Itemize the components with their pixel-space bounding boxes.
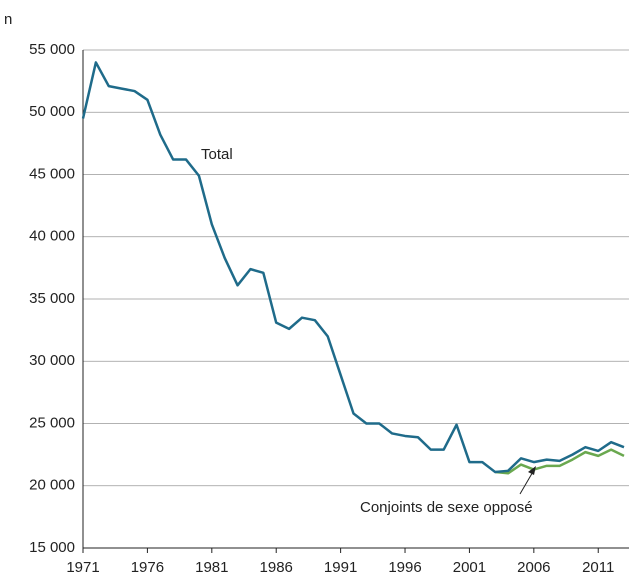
y-tick-label: 35 000 bbox=[29, 290, 75, 307]
y-tick-label: 45 000 bbox=[29, 165, 75, 182]
x-tick-label: 1971 bbox=[66, 559, 99, 576]
y-tick-label: 15 000 bbox=[29, 539, 75, 556]
y-tick-label: 20 000 bbox=[29, 477, 75, 494]
y-tick-label: 55 000 bbox=[29, 41, 75, 58]
x-tick-label: 2011 bbox=[582, 559, 614, 576]
x-tick-label: 1986 bbox=[260, 559, 293, 576]
y-axis-label: n bbox=[4, 11, 12, 28]
series-line bbox=[495, 448, 625, 475]
y-tick-label: 25 000 bbox=[29, 414, 75, 431]
series-label: Conjoints de sexe opposé bbox=[360, 499, 533, 516]
annotation-arrow bbox=[519, 469, 535, 495]
x-tick-label: 1996 bbox=[388, 559, 421, 576]
x-tick-label: 1981 bbox=[195, 559, 228, 576]
series-label: Total bbox=[201, 146, 233, 163]
y-tick-label: 30 000 bbox=[29, 352, 75, 369]
annotation-arrowhead bbox=[528, 466, 536, 475]
series-line bbox=[81, 61, 625, 474]
y-tick-label: 50 000 bbox=[29, 103, 75, 120]
y-tick-label: 40 000 bbox=[29, 228, 75, 245]
x-tick-label: 1991 bbox=[324, 559, 357, 576]
x-tick-label: 2006 bbox=[517, 559, 550, 576]
x-tick-label: 1976 bbox=[131, 559, 164, 576]
x-tick-label: 2001 bbox=[453, 559, 486, 576]
